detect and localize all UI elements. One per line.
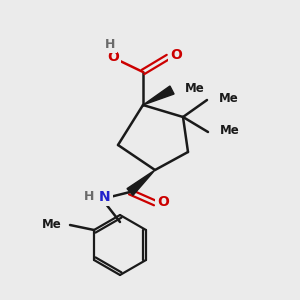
Text: Me: Me [219,92,239,106]
Text: N: N [99,190,111,204]
Polygon shape [127,170,155,195]
Text: O: O [157,195,169,209]
Text: O: O [107,50,119,64]
Text: H: H [105,38,115,50]
Text: Me: Me [220,124,240,137]
Text: Me: Me [42,218,62,230]
Text: Me: Me [185,82,205,94]
Polygon shape [143,86,174,105]
Text: O: O [170,48,182,62]
Text: H: H [84,190,94,203]
